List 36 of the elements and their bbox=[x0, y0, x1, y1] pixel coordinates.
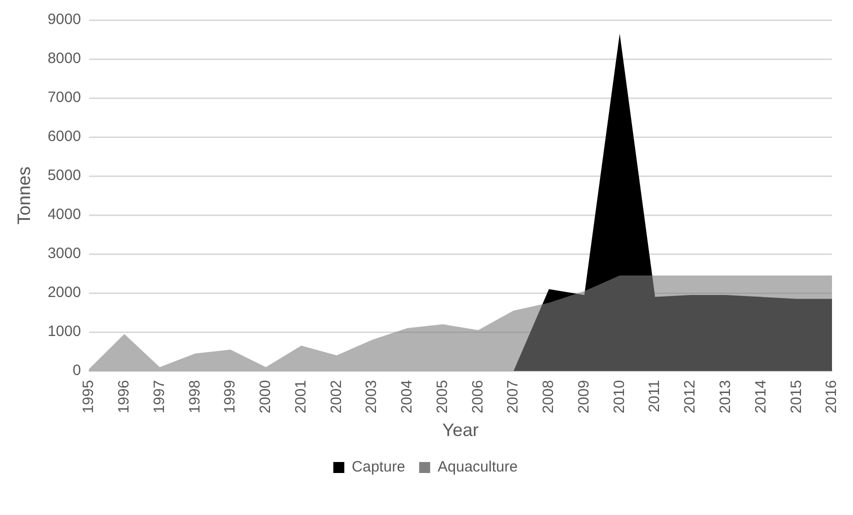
x-tick-label: 2014 bbox=[752, 380, 770, 414]
x-tick-label: 2009 bbox=[575, 380, 592, 414]
x-tick-label: 2016 bbox=[823, 380, 840, 414]
x-axis-title: Year bbox=[442, 420, 479, 440]
x-tick-label: 1998 bbox=[186, 380, 204, 414]
y-tick-label: 5000 bbox=[48, 167, 81, 184]
y-tick-label: 0 bbox=[72, 362, 81, 380]
x-tick-label: 2010 bbox=[610, 380, 628, 414]
x-tick-label: 2006 bbox=[469, 380, 486, 414]
x-tick-label: 2007 bbox=[504, 380, 522, 414]
legend-label: Aquaculture bbox=[438, 458, 518, 476]
legend-label: Capture bbox=[352, 458, 406, 476]
x-tick-label: 1995 bbox=[80, 380, 98, 414]
y-tick-label: 4000 bbox=[48, 206, 81, 224]
y-tick-label: 8000 bbox=[48, 50, 81, 68]
y-tick-label: 2000 bbox=[48, 284, 81, 302]
y-axis-title: Tonnes bbox=[14, 166, 34, 225]
y-tick-label: 6000 bbox=[48, 128, 81, 146]
x-tick-label: 2008 bbox=[540, 380, 558, 414]
x-tick-label: 2011 bbox=[646, 380, 664, 412]
x-tick-label: 2000 bbox=[257, 380, 274, 414]
x-tick-label: 2005 bbox=[434, 380, 451, 414]
y-tick-label: 1000 bbox=[48, 323, 81, 340]
x-tick-label: 2012 bbox=[682, 380, 699, 414]
x-tick-label: 2001 bbox=[292, 380, 310, 414]
x-tick-label: 2002 bbox=[328, 380, 345, 414]
x-tick-label: 2013 bbox=[716, 380, 734, 414]
x-tick-label: 2004 bbox=[398, 380, 416, 414]
y-tick-label: 3000 bbox=[48, 245, 81, 262]
x-tick-label: 1997 bbox=[150, 380, 168, 414]
y-tick-label: 7000 bbox=[48, 89, 81, 106]
x-tick-label: 1999 bbox=[222, 380, 239, 414]
x-tick-label: 2015 bbox=[788, 380, 805, 414]
x-tick-label: 1996 bbox=[115, 380, 132, 414]
y-tick-label: 9000 bbox=[48, 11, 81, 28]
x-tick-label: 2003 bbox=[363, 380, 380, 414]
